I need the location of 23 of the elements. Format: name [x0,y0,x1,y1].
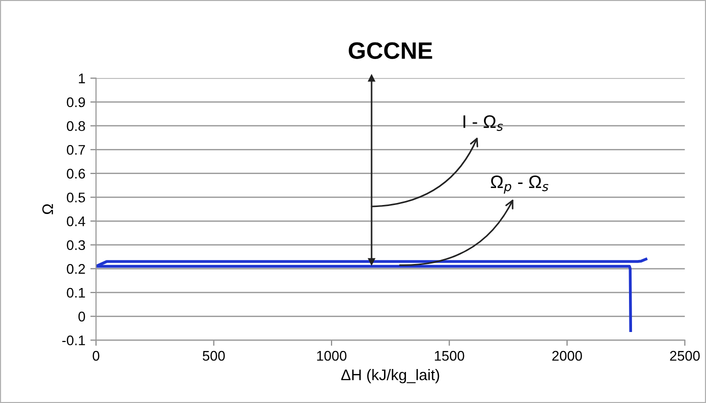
x-tick-label: 1500 [434,350,464,361]
x-tick-label: 2500 [670,350,700,361]
x-tick-label: 500 [202,350,225,361]
ref-line-label: I - Ω$_{s}$ [464,115,503,131]
y-axis-title: Ω [42,204,53,214]
x-tick-label: 2000 [552,350,582,361]
y-tick-label: 0.2 [66,264,85,274]
x-axis-title: ΔH (kJ/kg_lait) [341,369,440,384]
y-tick-label: 0.5 [66,192,86,202]
y-tick-label: 0.9 [66,97,85,108]
y-tick-label: 0.3 [66,240,85,250]
x-tick-label: 1000 [317,350,346,361]
annotation: Ω$_{p}$ - Ω$_{s}$ [490,175,548,194]
y-tick-label: 0 [78,312,86,322]
x-tick-label: 0 [92,350,100,361]
chart-title: GCCNE [348,42,432,59]
y-tick-label: 0.4 [66,216,86,226]
y-tick-label: 0.6 [66,168,85,179]
y-tick-label: 1 [78,74,85,84]
y-tick-label: 0.7 [66,144,85,155]
y-tick-label: 0.1 [66,288,85,298]
y-tick-label: -0.1 [62,335,85,346]
y-tick-label: 0.8 [66,121,85,131]
